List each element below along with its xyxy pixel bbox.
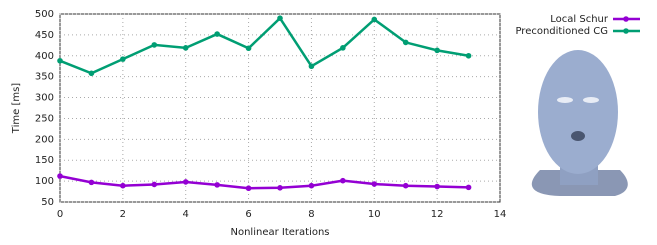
y-tick-label: 100: [35, 176, 54, 187]
data-point: [434, 48, 440, 54]
y-tick-label: 250: [35, 113, 54, 124]
data-point: [246, 45, 252, 51]
data-point: [151, 42, 157, 48]
y-axis-label: Time [ms]: [11, 83, 22, 135]
y-tick-label: 300: [35, 93, 54, 104]
data-point: [277, 15, 283, 21]
x-tick-label: 14: [494, 209, 507, 220]
x-axis-label: Nonlinear Iterations: [230, 227, 329, 238]
x-tick-label: 2: [120, 209, 126, 220]
legend-marker: [623, 28, 629, 34]
data-point: [214, 182, 220, 188]
y-tick-label: 500: [35, 9, 54, 20]
y-tick-label: 50: [41, 197, 54, 208]
data-point: [277, 185, 283, 191]
data-point: [183, 179, 189, 185]
y-tick-label: 350: [35, 72, 54, 83]
data-point: [371, 181, 377, 187]
y-tick-label: 450: [35, 30, 54, 41]
x-tick-label: 6: [245, 209, 251, 220]
y-tick-label: 200: [35, 134, 54, 145]
data-point: [183, 45, 189, 51]
data-point: [120, 56, 126, 62]
data-point: [89, 180, 95, 186]
x-tick-label: 0: [57, 209, 63, 220]
legend-label: Local Schur: [550, 14, 609, 25]
y-tick-label: 400: [35, 51, 54, 62]
data-point: [151, 182, 157, 188]
data-point: [340, 45, 346, 51]
x-tick-label: 10: [368, 209, 381, 220]
data-point: [57, 58, 63, 64]
series-line: [60, 18, 469, 73]
data-point: [120, 183, 126, 189]
chart: Nonlinear Iterations Time [ms] 501001502…: [0, 0, 657, 241]
data-point: [309, 63, 315, 69]
y-tick-label: 150: [35, 155, 54, 166]
data-point: [403, 40, 409, 46]
plot-frame: [60, 14, 500, 202]
x-tick-label: 4: [183, 209, 189, 220]
data-point: [246, 185, 252, 191]
legend-marker: [623, 16, 629, 22]
data-point: [466, 53, 472, 59]
data-point: [57, 173, 63, 179]
data-point: [214, 31, 220, 37]
data-point: [309, 183, 315, 189]
data-point: [466, 185, 472, 191]
x-tick-label: 12: [431, 209, 444, 220]
data-point: [434, 184, 440, 190]
head-illustration: [532, 50, 628, 196]
legend-label: Preconditioned CG: [515, 26, 608, 37]
x-tick-label: 8: [308, 209, 314, 220]
data-point: [340, 178, 346, 184]
data-point: [89, 71, 95, 77]
data-point: [403, 183, 409, 189]
data-point: [371, 17, 377, 23]
